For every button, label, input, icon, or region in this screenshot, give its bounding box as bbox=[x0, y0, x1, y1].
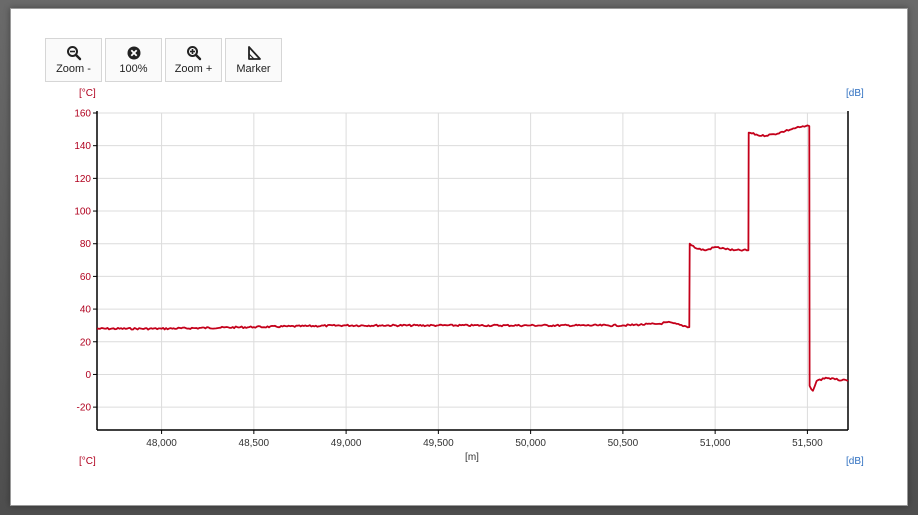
y-tick-label: -20 bbox=[77, 403, 92, 414]
x-tick-label: 48,000 bbox=[146, 438, 177, 449]
x-tick-label: 49,500 bbox=[423, 438, 454, 449]
y-tick-label: 40 bbox=[80, 305, 92, 316]
zoom-out-icon bbox=[66, 46, 81, 61]
zoom-in-icon bbox=[186, 46, 201, 61]
y-tick-label: 20 bbox=[80, 337, 92, 348]
x-axis-label: [m] bbox=[465, 452, 479, 463]
reset-zoom-label: 100% bbox=[119, 63, 148, 75]
y-tick-label: 80 bbox=[80, 239, 92, 250]
zoom-out-button[interactable]: Zoom - bbox=[45, 38, 102, 82]
x-tick-label: 49,000 bbox=[331, 438, 362, 449]
x-tick-label: 51,500 bbox=[792, 438, 823, 449]
x-tick-label: 50,000 bbox=[515, 438, 546, 449]
zoom-out-label: Zoom - bbox=[56, 63, 91, 75]
series-line bbox=[97, 124, 849, 392]
y-tick-label: 160 bbox=[74, 109, 91, 120]
zoom-in-button[interactable]: Zoom + bbox=[165, 38, 222, 82]
reset-zoom-icon bbox=[127, 46, 140, 60]
reset-zoom-button[interactable]: 100% bbox=[105, 38, 162, 82]
y-tick-label: 60 bbox=[80, 272, 92, 283]
marker-icon bbox=[247, 46, 261, 60]
right-axis-unit-bottom: [dB] bbox=[846, 456, 864, 467]
y-tick-label: 120 bbox=[74, 174, 91, 185]
marker-button[interactable]: Marker bbox=[225, 38, 282, 82]
zoom-in-label: Zoom + bbox=[174, 63, 213, 75]
y-tick-label: 100 bbox=[74, 207, 91, 218]
left-axis-unit-bottom: [°C] bbox=[79, 456, 96, 467]
right-axis-unit-top: [dB] bbox=[846, 88, 864, 99]
left-axis-unit-top: [°C] bbox=[79, 88, 96, 99]
x-tick-label: 51,000 bbox=[700, 438, 731, 449]
y-tick-label: 0 bbox=[85, 370, 91, 381]
chart-toolbar: Zoom - 100% Zoom + Marker bbox=[45, 38, 282, 82]
chart-panel: Zoom - 100% Zoom + Marker bbox=[10, 8, 908, 506]
y-tick-label: 140 bbox=[74, 141, 91, 152]
x-tick-label: 50,500 bbox=[608, 438, 639, 449]
marker-label: Marker bbox=[236, 63, 271, 75]
x-tick-label: 48,500 bbox=[239, 438, 270, 449]
